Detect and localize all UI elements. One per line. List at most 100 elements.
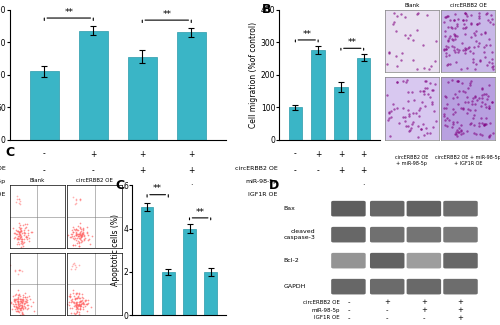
Point xyxy=(72,296,80,301)
Point xyxy=(14,287,22,292)
Point xyxy=(420,89,428,94)
Point xyxy=(75,244,83,249)
Text: +: + xyxy=(90,150,96,159)
Point xyxy=(14,299,22,305)
Point xyxy=(451,11,459,17)
Point xyxy=(440,46,448,51)
Point xyxy=(440,113,448,118)
Point xyxy=(404,90,412,95)
Point xyxy=(70,233,78,239)
Point xyxy=(480,44,488,49)
Point xyxy=(74,291,82,296)
Point xyxy=(420,133,428,138)
Point xyxy=(74,224,82,229)
Point xyxy=(457,123,465,128)
Point xyxy=(471,108,479,113)
Point xyxy=(11,298,19,303)
Point xyxy=(80,301,88,306)
Text: **: ** xyxy=(348,38,357,47)
Point xyxy=(444,35,452,41)
Point xyxy=(16,306,24,311)
Point xyxy=(17,228,25,233)
Point xyxy=(83,301,91,306)
Point xyxy=(24,302,32,307)
Point xyxy=(72,292,80,297)
Text: C: C xyxy=(5,146,14,159)
Text: IGF1R OE: IGF1R OE xyxy=(0,192,6,197)
Point xyxy=(450,33,458,38)
FancyBboxPatch shape xyxy=(331,279,366,294)
Point xyxy=(401,15,409,20)
Point xyxy=(22,301,30,306)
Point xyxy=(79,299,87,304)
Text: -: - xyxy=(386,307,388,313)
Point xyxy=(78,301,86,306)
Point xyxy=(392,105,400,110)
Text: -: - xyxy=(141,183,144,192)
Point xyxy=(14,303,22,308)
Point xyxy=(12,296,20,302)
Point xyxy=(19,292,27,298)
Point xyxy=(69,261,77,266)
Point xyxy=(473,21,481,27)
Point xyxy=(463,65,471,70)
Point xyxy=(76,236,84,241)
Point xyxy=(16,296,24,302)
Point xyxy=(73,296,81,301)
Point xyxy=(76,313,84,318)
Point xyxy=(76,304,84,309)
Text: IGF1R OE: IGF1R OE xyxy=(248,192,278,197)
Point xyxy=(446,52,454,57)
Point xyxy=(20,301,28,306)
Text: Bax: Bax xyxy=(284,206,296,211)
FancyBboxPatch shape xyxy=(444,253,478,268)
Point xyxy=(453,78,461,84)
Point xyxy=(76,302,84,307)
Text: +: + xyxy=(360,183,367,192)
Point xyxy=(10,303,18,308)
Point xyxy=(482,97,490,102)
Point xyxy=(16,222,24,227)
Point xyxy=(80,304,88,309)
Point xyxy=(76,304,84,309)
Point xyxy=(488,99,496,104)
Point xyxy=(426,130,434,135)
Point xyxy=(488,16,496,21)
Point xyxy=(18,297,25,302)
Point xyxy=(75,243,83,248)
Point xyxy=(16,240,24,245)
Point xyxy=(488,99,496,105)
Point xyxy=(74,238,82,243)
Point xyxy=(77,233,85,238)
Point xyxy=(85,236,93,241)
Text: -: - xyxy=(92,166,94,176)
Point xyxy=(452,92,460,97)
Point xyxy=(466,120,474,125)
Text: -: - xyxy=(422,315,425,321)
Point xyxy=(392,29,400,34)
Point xyxy=(462,95,470,100)
Point xyxy=(77,232,85,237)
Point xyxy=(72,295,80,301)
Point xyxy=(465,45,473,50)
Point xyxy=(72,301,80,306)
Point xyxy=(71,263,79,268)
Point xyxy=(16,235,24,240)
Point xyxy=(77,301,85,306)
Point xyxy=(23,235,31,240)
Point xyxy=(68,298,76,304)
Point xyxy=(26,296,34,302)
Point xyxy=(483,62,491,67)
Point xyxy=(454,17,462,22)
Point xyxy=(68,296,76,302)
Point xyxy=(28,229,36,234)
Point xyxy=(18,236,26,241)
Point xyxy=(469,59,477,64)
Point xyxy=(442,44,450,49)
Point xyxy=(70,236,78,241)
Point xyxy=(384,111,392,116)
Point xyxy=(76,229,84,234)
Point xyxy=(16,233,24,238)
Point xyxy=(409,37,417,43)
Point xyxy=(18,237,25,242)
